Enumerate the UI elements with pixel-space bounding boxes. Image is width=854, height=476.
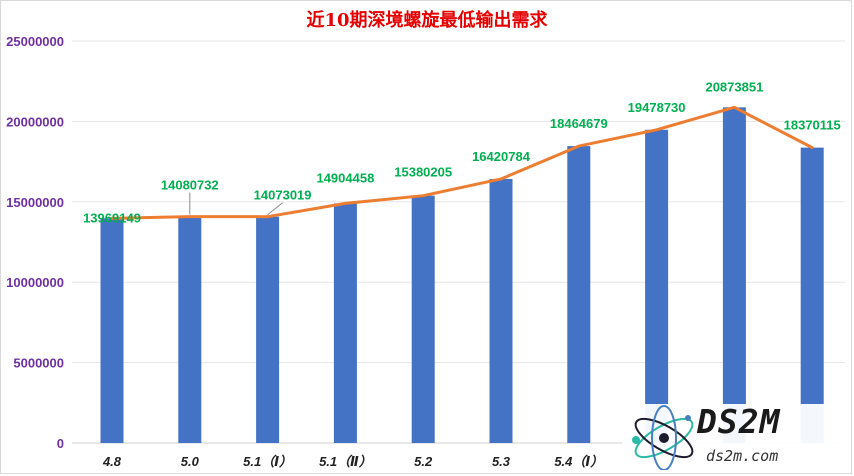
bars	[100, 107, 824, 444]
data-labels: 13969149 14080732 14073019 14904458 15380205…	[83, 79, 841, 225]
x-tick-label-6: 5.4（Ⅰ）	[554, 454, 603, 469]
data-label-4: 15380205	[394, 165, 452, 180]
bar-9	[800, 147, 824, 443]
data-label-6: 18464679	[550, 116, 608, 131]
data-label-8: 20873851	[705, 79, 763, 94]
bar-7	[645, 129, 669, 443]
chart-title: 近10期深境螺旋最低输出需求	[306, 10, 548, 31]
x-tick-label-3: 5.1（Ⅱ）	[319, 454, 372, 469]
x-tick-label-4: 5.2	[414, 454, 433, 469]
bar-3	[333, 203, 357, 443]
bar-0	[100, 218, 124, 443]
bar-5	[489, 178, 513, 443]
data-label-2: 14073019	[254, 188, 312, 203]
y-tick-label-2: 10000000	[6, 275, 64, 290]
y-tick-label-0: 0	[57, 436, 64, 451]
bar-8	[722, 107, 746, 443]
data-label-1: 14080732	[161, 178, 219, 193]
y-tick-label-1: 5000000	[13, 356, 64, 371]
data-label-7: 19478730	[628, 100, 686, 115]
x-tick-label-5: 5.3	[492, 454, 511, 469]
y-tick-label-3: 15000000	[6, 195, 64, 210]
y-tick-label-4: 20000000	[6, 114, 64, 129]
data-label-5: 16420784	[472, 149, 531, 164]
atom-logo-icon	[632, 405, 694, 470]
bar-4	[411, 195, 435, 443]
label-leaders	[189, 192, 283, 216]
data-label-0: 13969149	[83, 210, 141, 225]
watermark-logo: DS2M	[697, 402, 781, 441]
watermark-url: ds2m.com	[706, 447, 779, 465]
x-axis-ticks: 4.8 5.0 5.1（Ⅰ） 5.1（Ⅱ） 5.2 5.3 5.4（Ⅰ）	[102, 454, 603, 469]
label-leader-2	[267, 202, 283, 216]
y-axis-ticks: 0 5000000 10000000 15000000 20000000 25000000	[6, 34, 64, 451]
data-label-3: 14904458	[316, 170, 374, 185]
watermark-panel	[622, 404, 848, 470]
trend-line	[110, 105, 814, 220]
bar-2	[256, 216, 280, 443]
x-tick-label-2: 5.1（Ⅰ）	[243, 454, 292, 469]
bar-6	[567, 146, 591, 444]
x-tick-label-1: 5.0	[181, 454, 200, 469]
bar-1	[178, 216, 202, 443]
trend-line-series	[110, 105, 814, 220]
x-tick-label-0: 4.8	[102, 454, 122, 469]
data-label-9: 18370115	[784, 118, 841, 133]
y-tick-label-5: 25000000	[6, 34, 64, 49]
